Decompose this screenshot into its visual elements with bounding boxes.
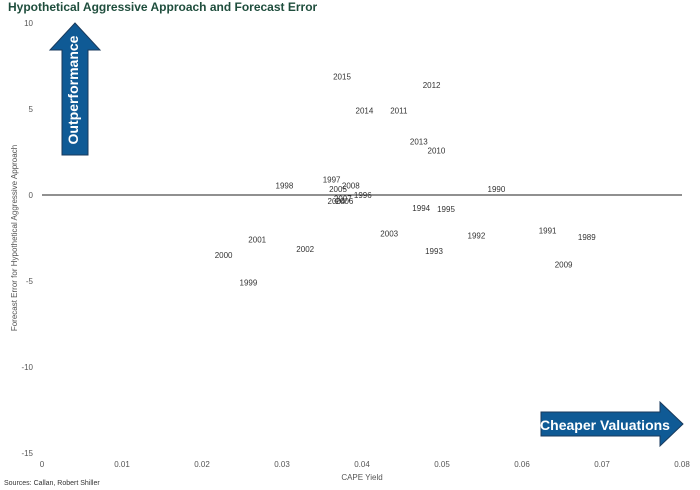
outperformance-arrow: Outperformance — [48, 22, 102, 156]
point-label-1997: 1997 — [323, 176, 341, 185]
y-tick-labels: 10 5 0 -5 -10 -15 — [21, 19, 33, 458]
point-label-1990: 1990 — [488, 185, 506, 194]
point-label-1993: 1993 — [425, 247, 443, 256]
y-tick-label: -15 — [21, 449, 33, 458]
y-tick-label: 5 — [29, 105, 34, 114]
y-tick-label: 0 — [29, 191, 34, 200]
point-label-2003: 2003 — [380, 230, 398, 239]
x-tick-label: 0.05 — [434, 460, 450, 469]
cheaper-valuations-label: Cheaper Valuations — [540, 417, 670, 433]
x-tick-label: 0.01 — [114, 460, 130, 469]
right-arrow-shape — [540, 400, 684, 448]
x-tick-label: 0.04 — [354, 460, 370, 469]
point-label-2008: 2008 — [342, 182, 360, 191]
point-label-2014: 2014 — [356, 107, 374, 116]
point-label-2006: 2006 — [336, 197, 354, 206]
x-tick-label: 0.03 — [274, 460, 290, 469]
point-label-2011: 2011 — [390, 107, 408, 116]
x-tick-labels: 0 0.01 0.02 0.03 0.04 0.05 0.06 0.07 0.08 — [40, 460, 691, 469]
x-tick-label: 0.07 — [594, 460, 610, 469]
cheaper-valuations-arrow: Cheaper Valuations — [540, 400, 684, 448]
point-label-1999: 1999 — [240, 279, 258, 288]
point-label-2005: 2005 — [329, 185, 347, 194]
x-axis-title: CAPE Yield — [341, 473, 382, 482]
point-label-1991: 1991 — [539, 226, 557, 235]
point-label-2000: 2000 — [215, 251, 233, 260]
x-tick-label: 0.06 — [514, 460, 530, 469]
y-tick-label: 10 — [24, 19, 33, 28]
point-label-2012: 2012 — [423, 81, 441, 90]
point-label-2010: 2010 — [428, 146, 446, 155]
y-tick-label: -10 — [21, 363, 33, 372]
x-tick-label: 0.08 — [674, 460, 690, 469]
point-label-2002: 2002 — [296, 245, 314, 254]
point-label-1989: 1989 — [578, 233, 596, 242]
point-label-1995: 1995 — [437, 205, 455, 214]
point-label-1992: 1992 — [468, 231, 486, 240]
point-label-1996: 1996 — [354, 191, 372, 200]
x-tick-label: 0 — [40, 460, 45, 469]
up-arrow-shape — [48, 22, 102, 156]
point-label-2009: 2009 — [555, 261, 573, 270]
point-label-1998: 1998 — [276, 182, 294, 191]
y-axis-title: Forecast Error for Hypothetical Aggressi… — [10, 145, 19, 331]
y-tick-label: -5 — [26, 277, 34, 286]
point-label-2015: 2015 — [333, 72, 351, 81]
chart-title: Hypothetical Aggressive Approach and For… — [8, 0, 318, 14]
point-label-2013: 2013 — [410, 138, 428, 147]
source-note: Sources: Callan, Robert Shiller — [4, 480, 100, 487]
point-label-1994: 1994 — [412, 204, 430, 213]
outperformance-label: Outperformance — [65, 35, 81, 144]
point-label-2001: 2001 — [248, 236, 266, 245]
x-tick-label: 0.02 — [194, 460, 210, 469]
point-label-2007: 2007 — [334, 194, 352, 203]
point-label-2004: 2004 — [328, 197, 346, 206]
